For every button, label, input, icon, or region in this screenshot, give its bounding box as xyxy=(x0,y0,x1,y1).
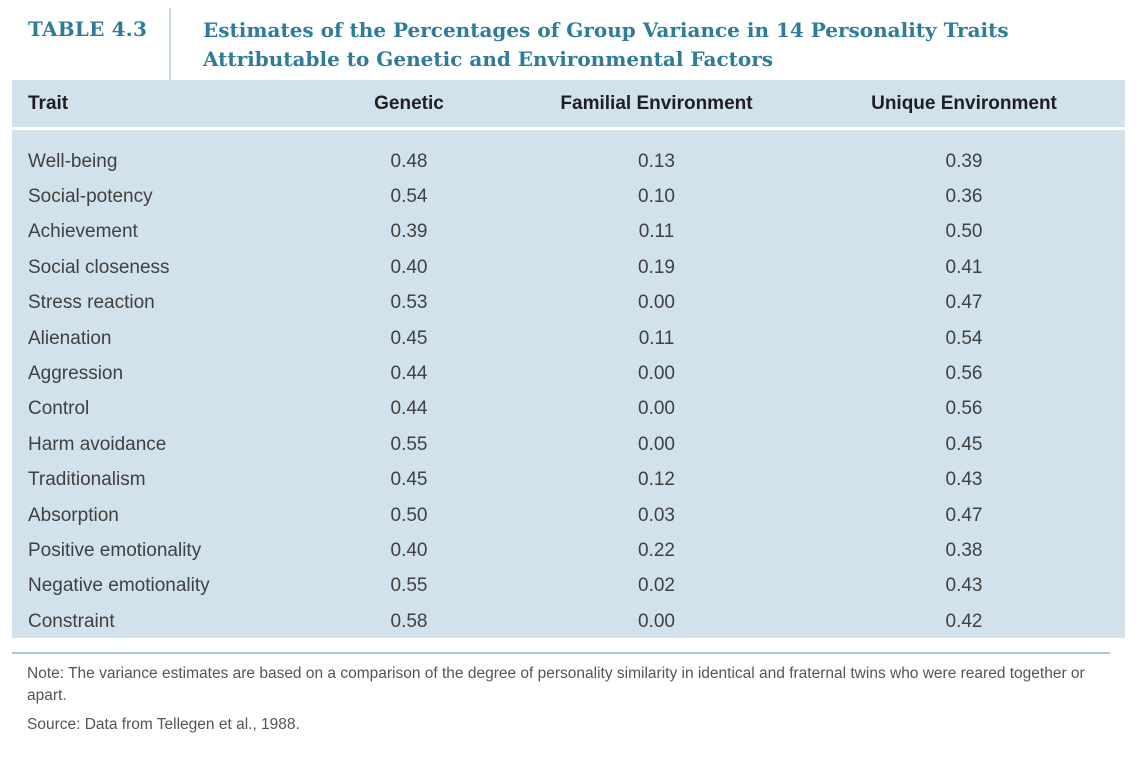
data-table: Trait Genetic Familial Environment Uniqu… xyxy=(12,80,1125,639)
genetic-cell: 0.40 xyxy=(390,539,428,561)
column-header-familial-environment: Familial Environment xyxy=(510,80,803,130)
familial-environment-cell: 0.12 xyxy=(638,469,675,491)
table-row: Stress reaction 0.53 0.00 0.47 xyxy=(12,286,1125,321)
familial-environment-cell: 0.19 xyxy=(638,256,675,278)
genetic-cell: 0.55 xyxy=(390,433,428,455)
unique-environment-cell: 0.54 xyxy=(945,327,983,349)
genetic-cell: 0.44 xyxy=(390,398,428,420)
table-note: Note: The variance estimates are based o… xyxy=(27,665,1085,704)
table-row: Well-being 0.48 0.13 0.39 xyxy=(12,144,1125,179)
table-row: Alienation 0.45 0.11 0.54 xyxy=(12,321,1125,356)
table-source: Source: Data from Tellegen et al., 1988. xyxy=(27,716,300,733)
unique-environment-cell: 0.42 xyxy=(945,610,983,632)
unique-environment-cell: 0.45 xyxy=(945,433,983,455)
header-divider xyxy=(169,8,171,80)
familial-environment-cell: 0.00 xyxy=(638,433,675,455)
column-header-unique-environment: Unique Environment xyxy=(803,80,1125,130)
unique-environment-cell: 0.41 xyxy=(945,256,983,278)
table-row: Aggression 0.44 0.00 0.56 xyxy=(12,356,1125,391)
familial-environment-cell: 0.00 xyxy=(638,398,675,420)
genetic-cell: 0.44 xyxy=(390,363,428,385)
familial-environment-cell: 0.03 xyxy=(638,504,675,526)
data-table-container: Trait Genetic Familial Environment Uniqu… xyxy=(12,80,1125,638)
table-title: Estimates of the Percentages of Group Va… xyxy=(203,18,1009,71)
notes-divider xyxy=(12,652,1110,654)
genetic-cell: 0.45 xyxy=(390,327,428,349)
familial-environment-cell: 0.00 xyxy=(638,292,675,314)
trait-cell: Absorption xyxy=(28,504,119,526)
table-label: TABLE 4.3 xyxy=(28,17,148,41)
trait-cell: Negative emotionality xyxy=(28,575,210,597)
trait-cell: Harm avoidance xyxy=(28,433,167,455)
trait-cell: Achievement xyxy=(28,221,138,243)
unique-environment-cell: 0.50 xyxy=(945,221,983,243)
unique-environment-cell: 0.56 xyxy=(945,398,983,420)
table-header: TABLE 4.3 Estimates of the Percentages o… xyxy=(0,0,1143,80)
trait-cell: Aggression xyxy=(28,363,124,385)
table-row: Constraint 0.58 0.00 0.42 xyxy=(12,604,1125,639)
unique-environment-cell: 0.43 xyxy=(945,575,983,597)
genetic-cell: 0.53 xyxy=(390,292,428,314)
unique-environment-cell: 0.56 xyxy=(945,363,983,385)
table-row: Achievement 0.39 0.11 0.50 xyxy=(12,215,1125,250)
genetic-cell: 0.45 xyxy=(390,469,428,491)
table-row: Absorption 0.50 0.03 0.47 xyxy=(12,498,1125,533)
trait-cell: Well-being xyxy=(28,150,118,172)
trait-cell: Alienation xyxy=(28,327,112,349)
trait-cell: Positive emotionality xyxy=(28,539,202,561)
genetic-cell: 0.50 xyxy=(390,504,428,526)
table-row: Traditionalism 0.45 0.12 0.43 xyxy=(12,463,1125,498)
familial-environment-cell: 0.11 xyxy=(638,327,675,349)
familial-environment-cell: 0.11 xyxy=(638,221,675,243)
trait-cell: Stress reaction xyxy=(28,292,155,314)
genetic-cell: 0.48 xyxy=(390,150,428,172)
genetic-cell: 0.39 xyxy=(390,221,428,243)
trait-cell: Constraint xyxy=(28,610,115,632)
unique-environment-cell: 0.47 xyxy=(945,504,983,526)
table-row: Social-potency 0.54 0.10 0.36 xyxy=(12,179,1125,214)
table-row: Control 0.44 0.00 0.56 xyxy=(12,392,1125,427)
table-spacer xyxy=(12,129,1125,145)
unique-environment-cell: 0.39 xyxy=(945,150,983,172)
unique-environment-cell: 0.36 xyxy=(945,186,983,208)
familial-environment-cell: 0.13 xyxy=(638,150,675,172)
familial-environment-cell: 0.02 xyxy=(638,575,675,597)
column-header-genetic: Genetic xyxy=(308,80,510,130)
column-header-trait: Trait xyxy=(12,80,308,130)
genetic-cell: 0.58 xyxy=(390,610,428,632)
familial-environment-cell: 0.10 xyxy=(638,186,675,208)
trait-cell: Control xyxy=(28,398,90,420)
genetic-cell: 0.55 xyxy=(390,575,428,597)
unique-environment-cell: 0.43 xyxy=(945,469,983,491)
table-row: Harm avoidance 0.55 0.00 0.45 xyxy=(12,427,1125,462)
trait-cell: Social closeness xyxy=(28,256,170,278)
unique-environment-cell: 0.38 xyxy=(945,539,983,561)
table-header-row: Trait Genetic Familial Environment Uniqu… xyxy=(12,80,1125,130)
familial-environment-cell: 0.22 xyxy=(638,539,675,561)
trait-cell: Traditionalism xyxy=(28,469,146,491)
trait-cell: Social-potency xyxy=(28,186,153,208)
table-row: Social closeness 0.40 0.19 0.41 xyxy=(12,250,1125,285)
table-row: Negative emotionality 0.55 0.02 0.43 xyxy=(12,569,1125,604)
table-row: Positive emotionality 0.40 0.22 0.38 xyxy=(12,533,1125,568)
familial-environment-cell: 0.00 xyxy=(638,610,675,632)
genetic-cell: 0.40 xyxy=(390,256,428,278)
genetic-cell: 0.54 xyxy=(390,186,428,208)
unique-environment-cell: 0.47 xyxy=(945,292,983,314)
familial-environment-cell: 0.00 xyxy=(638,363,675,385)
